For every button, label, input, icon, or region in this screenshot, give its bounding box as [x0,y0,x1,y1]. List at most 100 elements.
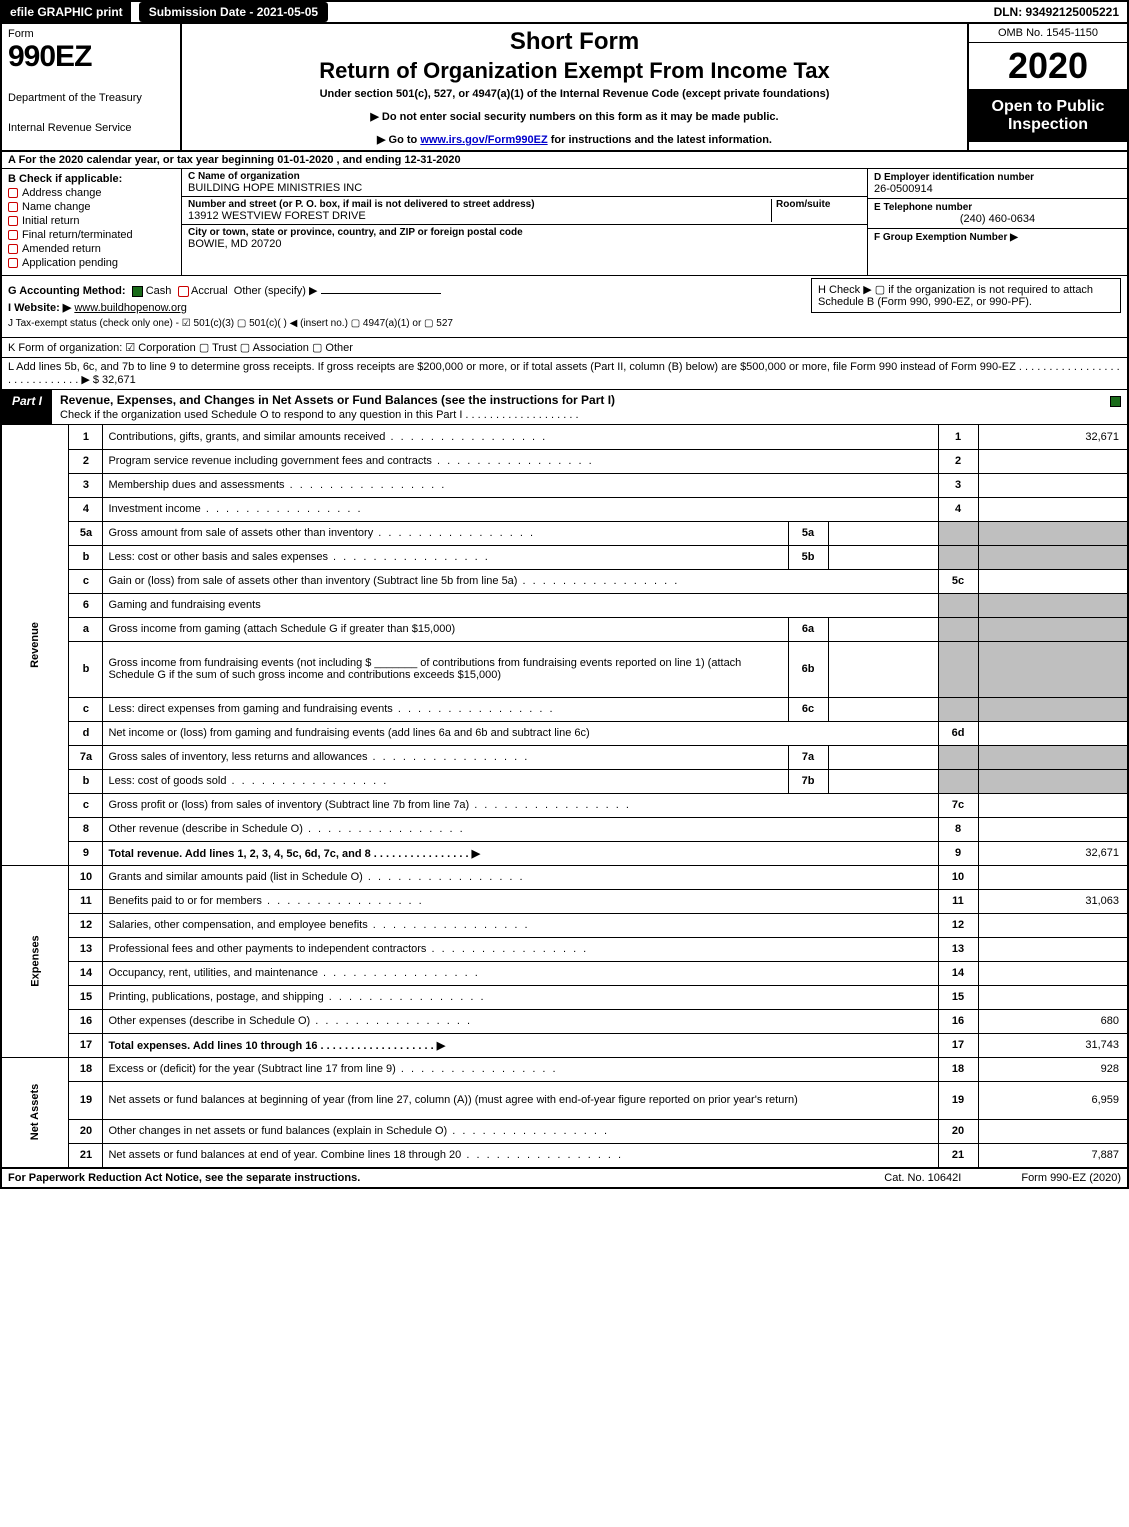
form-subtitle: Under section 501(c), 527, or 4947(a)(1)… [192,88,957,100]
row-19: 19Net assets or fund balances at beginni… [1,1081,1128,1119]
section-def: D Employer identification number 26-0500… [867,169,1127,275]
footer-right: Form 990-EZ (2020) [1021,1172,1121,1184]
netassets-side-label: Net Assets [29,1084,41,1140]
instructions-note: ▶ Go to www.irs.gov/Form990EZ for instru… [192,133,957,146]
row-1: Revenue 1Contributions, gifts, grants, a… [1,425,1128,449]
part1-tag: Part I [2,390,52,424]
row-3: 3Membership dues and assessments3 [1,473,1128,497]
line-l: L Add lines 5b, 6c, and 7b to line 9 to … [0,358,1129,390]
room-label: Room/suite [776,199,861,210]
chk-initial-return[interactable]: Initial return [8,215,175,227]
part1-title: Revenue, Expenses, and Changes in Net As… [52,390,1104,424]
section-b-checkboxes: B Check if applicable: Address change Na… [2,169,182,275]
row-2: 2Program service revenue including gover… [1,449,1128,473]
row-18: Net Assets 18Excess or (deficit) for the… [1,1057,1128,1081]
amt-19: 6,959 [978,1081,1128,1119]
form-word: Form [8,28,174,40]
row-14: 14Occupancy, rent, utilities, and mainte… [1,961,1128,985]
row-7c: cGross profit or (loss) from sales of in… [1,793,1128,817]
row-15: 15Printing, publications, postage, and s… [1,985,1128,1009]
header-left: Form 990EZ Department of the Treasury In… [2,24,182,150]
dln-label: DLN: 93492125005221 [986,2,1127,22]
ssn-warning: ▶ Do not enter social security numbers o… [192,110,957,123]
open-to-public: Open to Public Inspection [969,90,1127,142]
org-name: BUILDING HOPE MINISTRIES INC [188,182,861,194]
tax-year: 2020 [969,43,1127,90]
b-heading: B Check if applicable: [8,173,175,185]
org-city: BOWIE, MD 20720 [188,238,861,250]
part1-header: Part I Revenue, Expenses, and Changes in… [0,390,1129,425]
row-6a: aGross income from gaming (attach Schedu… [1,617,1128,641]
row-7a: 7aGross sales of inventory, less returns… [1,745,1128,769]
row-20: 20Other changes in net assets or fund ba… [1,1119,1128,1143]
row-5a: 5aGross amount from sale of assets other… [1,521,1128,545]
section-c-org: C Name of organization BUILDING HOPE MIN… [182,169,867,275]
chk-address-change[interactable]: Address change [8,187,175,199]
dept-irs: Internal Revenue Service [8,122,174,134]
chk-amended-return[interactable]: Amended return [8,243,175,255]
expenses-side-label: Expenses [29,935,41,986]
row-11: 11Benefits paid to or for members1131,06… [1,889,1128,913]
instructions-link[interactable]: www.irs.gov/Form990EZ [420,134,547,146]
f-label: F Group Exemption Number ▶ [874,232,1121,243]
tax-period: A For the 2020 calendar year, or tax yea… [0,152,1129,169]
line-k: K Form of organization: ☑ Corporation ▢ … [0,338,1129,358]
identification-block: B Check if applicable: Address change Na… [0,169,1129,276]
line-j: J Tax-exempt status (check only one) - ☑… [8,318,1121,329]
row-7b: bLess: cost of goods sold7b [1,769,1128,793]
org-address: 13912 WESTVIEW FOREST DRIVE [188,210,771,222]
form-header: Form 990EZ Department of the Treasury In… [0,22,1129,152]
d-label: D Employer identification number [874,172,1121,183]
submission-date-badge: Submission Date - 2021-05-05 [139,2,328,22]
c-label: C Name of organization [188,171,861,182]
row-5b: bLess: cost or other basis and sales exp… [1,545,1128,569]
row-6: 6Gaming and fundraising events [1,593,1128,617]
row-13: 13Professional fees and other payments t… [1,937,1128,961]
note2-post: for instructions and the latest informat… [548,134,772,146]
phone: (240) 460-0634 [874,213,1121,225]
website-link[interactable]: www.buildhopenow.org [74,302,187,314]
chk-accrual[interactable] [178,286,189,297]
row-16: 16Other expenses (describe in Schedule O… [1,1009,1128,1033]
lines-ghij: H Check ▶ ▢ if the organization is not r… [0,276,1129,338]
row-8: 8Other revenue (describe in Schedule O)8 [1,817,1128,841]
row-9: 9Total revenue. Add lines 1, 2, 3, 4, 5c… [1,841,1128,865]
amt-1: 32,671 [978,425,1128,449]
chk-final-return[interactable]: Final return/terminated [8,229,175,241]
chk-cash[interactable] [132,286,143,297]
addr-label: Number and street (or P. O. box, if mail… [188,199,771,210]
e-label: E Telephone number [874,202,1121,213]
footer-cat: Cat. No. 10642I [884,1172,961,1184]
dept-treasury: Department of the Treasury [8,92,174,104]
ein: 26-0500914 [874,183,1121,195]
row-12: 12Salaries, other compensation, and empl… [1,913,1128,937]
row-6d: dNet income or (loss) from gaming and fu… [1,721,1128,745]
page-footer: For Paperwork Reduction Act Notice, see … [0,1168,1129,1189]
chk-application-pending[interactable]: Application pending [8,257,175,269]
row-17: 17Total expenses. Add lines 10 through 1… [1,1033,1128,1057]
row-6b: bGross income from fundraising events (n… [1,641,1128,697]
row-10: Expenses 10Grants and similar amounts pa… [1,865,1128,889]
amt-11: 31,063 [978,889,1128,913]
part1-schedule-o-check[interactable] [1110,396,1121,407]
row-6c: cLess: direct expenses from gaming and f… [1,697,1128,721]
form-title: Return of Organization Exempt From Incom… [192,58,957,84]
short-form-title: Short Form [192,28,957,56]
revenue-side-label: Revenue [29,622,41,668]
chk-name-change[interactable]: Name change [8,201,175,213]
amt-21: 7,887 [978,1143,1128,1167]
row-21: 21Net assets or fund balances at end of … [1,1143,1128,1167]
note2-pre: ▶ Go to [377,134,420,146]
form-number: 990EZ [8,40,174,74]
row-4: 4Investment income4 [1,497,1128,521]
revenue-table: Revenue 1Contributions, gifts, grants, a… [0,425,1129,1168]
amt-18: 928 [978,1057,1128,1081]
efile-label[interactable]: efile GRAPHIC print [2,2,131,22]
header-right: OMB No. 1545-1150 2020 Open to Public In… [967,24,1127,150]
amt-9: 32,671 [978,841,1128,865]
omb-number: OMB No. 1545-1150 [969,24,1127,43]
city-label: City or town, state or province, country… [188,227,861,238]
footer-left: For Paperwork Reduction Act Notice, see … [8,1172,884,1184]
top-bar: efile GRAPHIC print Submission Date - 20… [0,0,1129,22]
amt-16: 680 [978,1009,1128,1033]
